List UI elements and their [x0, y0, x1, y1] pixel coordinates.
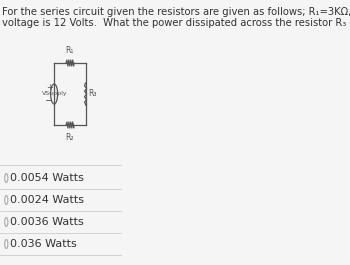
Text: VSupply: VSupply	[42, 91, 68, 96]
Text: For the series circuit given the resistors are given as follows; R₁=3KΩ, R₂= 400: For the series circuit given the resisto…	[2, 7, 350, 17]
Text: 0.0054 Watts: 0.0054 Watts	[10, 173, 84, 183]
Text: 0.0024 Watts: 0.0024 Watts	[10, 195, 84, 205]
Text: 0.036 Watts: 0.036 Watts	[10, 239, 77, 249]
Text: R₂: R₂	[65, 133, 74, 142]
Text: +: +	[46, 82, 53, 91]
Text: R₁: R₁	[66, 46, 74, 55]
Text: R₃: R₃	[88, 90, 97, 99]
Text: −: −	[45, 96, 53, 106]
Text: 0.0036 Watts: 0.0036 Watts	[10, 217, 84, 227]
Text: voltage is 12 Volts.  What the power dissipated across the resistor R₃ of the ci: voltage is 12 Volts. What the power diss…	[2, 18, 350, 28]
